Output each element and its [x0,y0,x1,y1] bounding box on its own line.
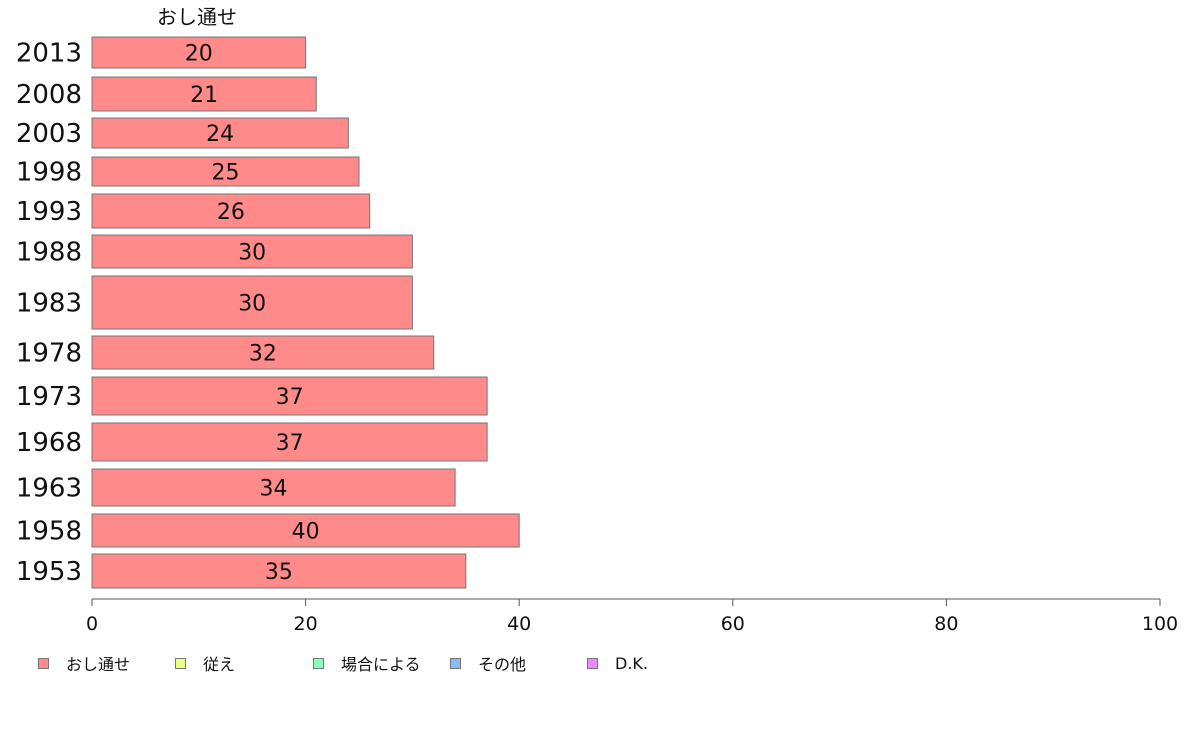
data-label: 26 [217,200,245,225]
data-label: 34 [260,477,288,502]
y-tick-label: 1958 [16,517,82,547]
y-tick-label: 1953 [16,557,82,587]
data-label: 20 [185,42,213,67]
x-tick-label: 80 [934,613,958,635]
bar [91,36,307,69]
data-label: 30 [238,292,266,317]
legend-swatch [587,657,598,669]
y-tick-label: 1983 [16,289,82,319]
y-tick-label: 2013 [16,39,82,69]
x-tick-label: 0 [86,613,98,635]
legend-item: その他 [450,652,526,674]
legend-swatch [175,657,186,669]
data-label: 24 [206,122,234,147]
y-tick-label: 1988 [16,238,82,268]
legend-label: 従え [203,655,236,674]
bar [91,422,488,462]
bar [91,513,520,548]
bar [91,193,371,229]
legend-swatch [38,657,49,669]
y-tick-label: 1968 [16,428,82,458]
bar [91,156,360,187]
legend-item: 場合による [313,652,421,674]
x-tick-label: 20 [294,613,318,635]
bar [91,234,413,269]
bar [91,553,467,589]
data-label: 35 [265,560,293,585]
data-label: 25 [212,161,240,186]
y-tick-label: 1973 [16,382,82,412]
y-tick-label: 1963 [16,474,82,504]
legend-swatch [313,657,324,669]
y-tick-label: 2003 [16,119,82,149]
legend-label: 場合による [341,655,421,674]
legend-label: おし通せ [66,655,131,674]
data-label: 21 [190,83,218,108]
series-top-label: おし通せ [157,5,237,29]
legend: おし通せ 従え 場合による その他 D.K. [38,652,758,674]
legend-item: 従え [175,652,235,674]
y-tick-label: 1998 [16,158,82,188]
bar [91,76,317,112]
legend-label: D.K. [615,653,648,673]
legend-label: その他 [478,655,527,674]
legend-item: おし通せ [38,652,130,674]
bar [91,117,349,149]
bar [91,376,488,416]
x-axis: 0 20 40 60 80 100 [86,598,1178,635]
bar [91,275,413,330]
y-tick-label: 1978 [16,339,82,369]
x-tick-label: 60 [721,613,745,635]
data-label: 30 [238,241,266,266]
x-tick-label: 100 [1142,613,1178,635]
y-tick-label: 2008 [16,80,82,110]
bar [91,468,456,507]
bar [91,335,435,370]
y-tick-label: 1993 [16,197,82,227]
bars: 2013 20 2008 21 2003 24 1998 25 1993 26 1988 30 1983… [16,36,520,589]
legend-item: D.K. [587,652,648,674]
data-label: 40 [292,520,320,545]
data-label: 37 [276,385,304,410]
data-label: 32 [249,342,277,367]
x-tick-label: 40 [507,613,531,635]
data-label: 37 [276,431,304,456]
legend-swatch [450,657,461,669]
